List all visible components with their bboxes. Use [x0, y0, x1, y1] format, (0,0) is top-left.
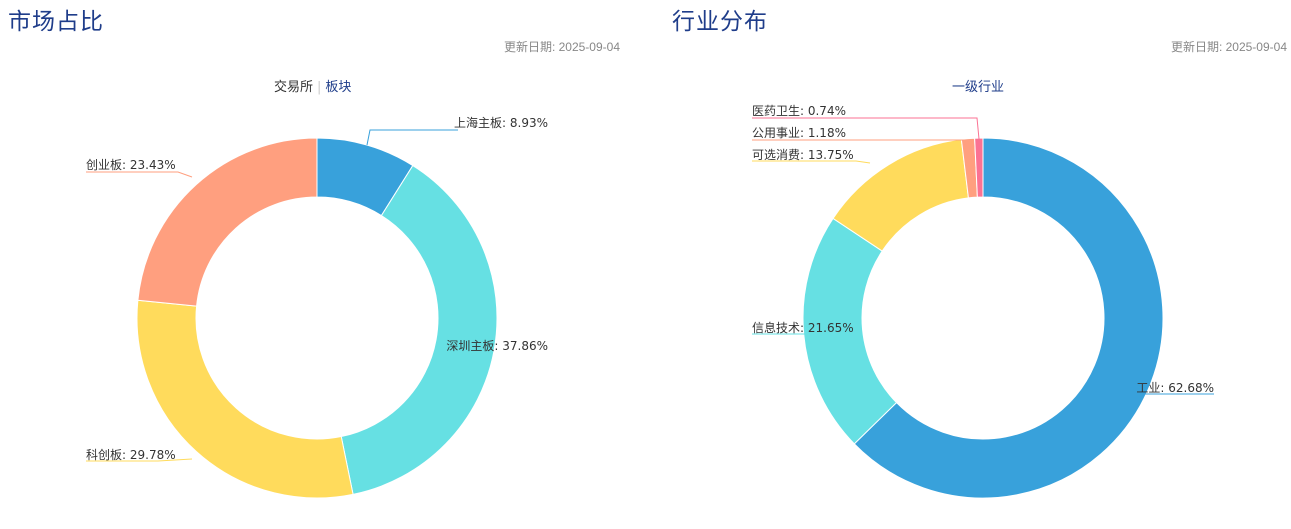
tab-separator: | — [317, 80, 322, 95]
slice-label-line-1 — [1139, 391, 1214, 395]
donut-slice-3[interactable] — [136, 299, 354, 499]
slice-label-line-5 — [752, 117, 980, 140]
slice-label-line-2 — [752, 333, 853, 337]
slice-label-line-3 — [86, 458, 193, 462]
donut-slice-2[interactable] — [340, 164, 498, 495]
market-share-update-date: 更新日期: 2025-09-04 — [503, 40, 620, 54]
market-share-donut-chart: 上海主板: 8.93% 深圳主板: 37.86% 科创板: 29.78% 创业板: 2… — [86, 115, 548, 499]
slice-label-4: 创业板: 23.43% — [86, 158, 176, 172]
donut-slice-1[interactable] — [853, 137, 1164, 499]
slice-label-1: 上海主板: 8.93% — [454, 115, 548, 130]
slice-label-3: 科创板: 29.78% — [86, 448, 176, 462]
donut-slice-4[interactable] — [137, 137, 318, 307]
donut-slice-5[interactable] — [974, 137, 984, 198]
tab-level-one-industry[interactable]: 一级行业 — [952, 80, 1005, 95]
industry-donut-chart: 工业: 62.68% 信息技术: 21.65% 可选消费: 13.75% 公用事业: … — [752, 104, 1214, 499]
tab-board[interactable]: 板块 — [325, 80, 352, 95]
slice-label-line-4 — [86, 171, 193, 178]
market-share-title: 市场占比 — [8, 9, 104, 35]
slice-label-5: 医药卫生: 0.74% — [752, 104, 846, 118]
slice-label-line-3 — [752, 160, 871, 164]
tab-exchange[interactable]: 交易所 — [274, 80, 314, 95]
industry-distribution-panel: 行业分布 更新日期: 2025-09-04 一级行业 工业: 62.68% 信息技… — [666, 0, 1291, 529]
slice-label-line-1 — [366, 129, 458, 146]
slice-label-4: 公用事业: 1.18% — [752, 126, 846, 140]
market-share-tabs: 交易所 | 板块 — [274, 76, 351, 95]
industry-update-date: 更新日期: 2025-09-04 — [1170, 40, 1287, 54]
slice-label-2: 深圳主板: 37.86% — [446, 339, 548, 353]
industry-tabs: 一级行业 — [952, 76, 1004, 95]
industry-distribution-title: 行业分布 — [672, 9, 768, 35]
slice-label-1: 工业: 62.68% — [1136, 381, 1214, 395]
slice-label-3: 可选消费: 13.75% — [752, 148, 854, 162]
market-share-panel: 市场占比 更新日期: 2025-09-04 交易所 | 板块 上海主板: 8.93%… — [0, 0, 640, 529]
slice-label-2: 信息技术: 21.65% — [752, 320, 854, 335]
